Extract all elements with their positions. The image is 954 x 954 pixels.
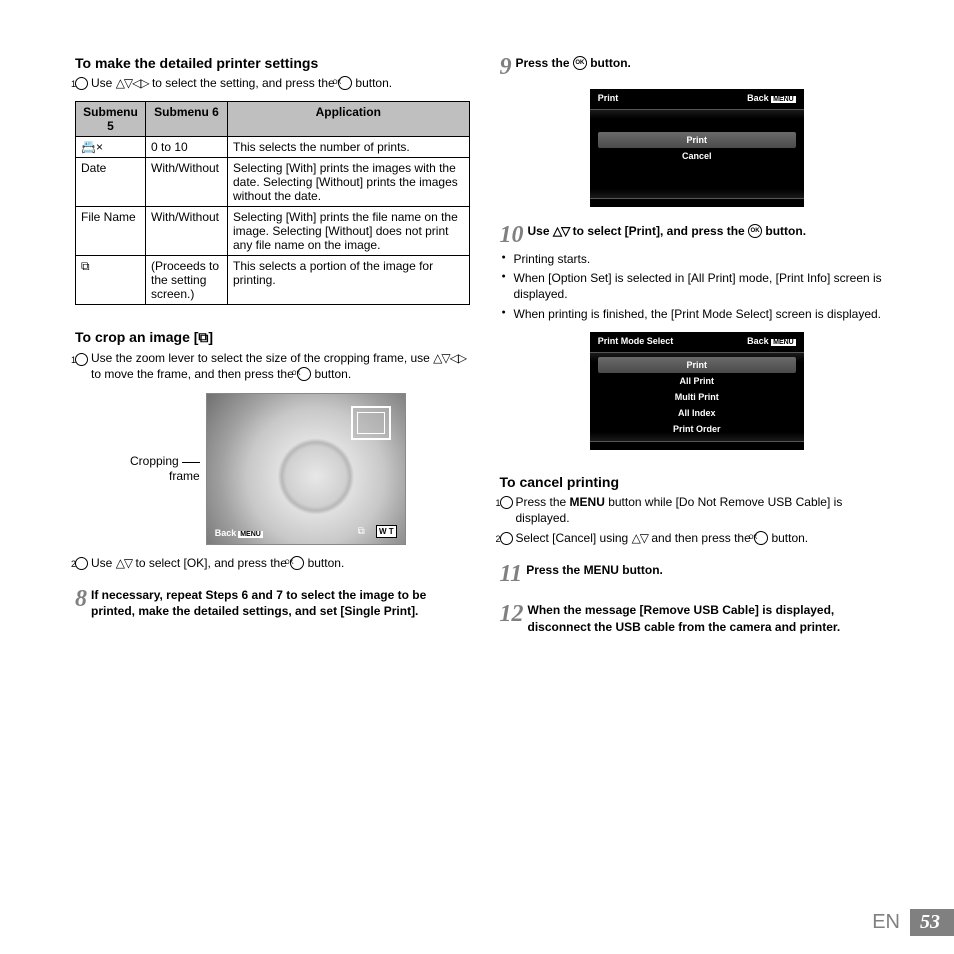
page-footer: EN 53 [872, 909, 954, 936]
step-12: 12 When the message [Remove USB Cable] i… [500, 602, 895, 634]
step-number-2: 2 [500, 532, 513, 545]
step-number-11: 11 [500, 562, 523, 586]
zoom-wt-icon: W T [376, 525, 397, 538]
step-10: 10 Use △▽ to select [Print], and press t… [500, 223, 895, 247]
cancel-step1: 1Press the MENU button while [Do Not Rem… [500, 494, 895, 526]
step-number-9: 9 [500, 55, 512, 79]
lcd-option: All Index [596, 405, 798, 421]
bullet-item: When printing is finished, the [Print Mo… [514, 306, 895, 322]
lcd-print-dialog: Print Back MENU Print Cancel [590, 89, 804, 207]
ok-button-icon: OK [290, 556, 304, 570]
table-row: ⧉ (Proceeds to the setting screen.) This… [76, 256, 470, 305]
lcd-option: All Print [596, 373, 798, 389]
crop-frame-label: Cropping frame [130, 454, 200, 483]
ok-button-icon: OK [338, 76, 352, 90]
menu-text: MENU [570, 495, 605, 509]
crop-step1: 1Use the zoom lever to select the size o… [75, 350, 470, 382]
lcd-back: Back MENU [747, 336, 796, 346]
menu-icon: MENU [771, 96, 796, 103]
printer-settings-step1: 1Use △▽◁▷ to select the setting, and pre… [75, 75, 470, 91]
step10-bullets: Printing starts. When [Option Set] is se… [500, 251, 895, 322]
table-row: 📇× 0 to 10 This selects the number of pr… [76, 137, 470, 158]
ok-button-icon: OK [297, 367, 311, 381]
menu-icon: MENU [771, 339, 796, 346]
th-submenu6: Submenu 6 [146, 102, 228, 137]
back-label: BackMENU [215, 528, 263, 538]
step-9: 9 Press the OK button. [500, 55, 895, 79]
heading-printer-settings: To make the detailed printer settings [75, 55, 470, 71]
menu-icon: MENU [238, 531, 263, 538]
bullet-item: When [Option Set] is selected in [All Pr… [514, 270, 895, 302]
updown-icon: △▽ [632, 531, 648, 545]
step-number-1: 1 [75, 353, 88, 366]
th-application: Application [228, 102, 470, 137]
menu-text: MENU [584, 563, 619, 577]
step-number-10: 10 [500, 223, 524, 247]
step-8: 8 If necessary, repeat Steps 6 and 7 to … [75, 587, 470, 619]
updown-icon: △▽ [116, 556, 132, 570]
lcd-option: Multi Print [596, 389, 798, 405]
bullet-item: Printing starts. [514, 251, 895, 267]
crop-step2: 2Use △▽ to select [OK], and press the OK… [75, 555, 470, 571]
heading-crop: To crop an image [⧉] [75, 329, 470, 346]
lcd-option-selected: Print [598, 357, 796, 373]
heading-cancel-printing: To cancel printing [500, 474, 895, 490]
lcd-title: Print [598, 93, 619, 103]
settings-table: Submenu 5 Submenu 6 Application 📇× 0 to … [75, 101, 470, 305]
ok-button-icon: OK [573, 56, 587, 70]
lcd-option: Print Order [596, 421, 798, 437]
crop-icon: ⧉ [358, 526, 365, 537]
th-submenu5: Submenu 5 [76, 102, 146, 137]
step-number-8: 8 [75, 587, 87, 611]
step-number-12: 12 [500, 602, 524, 626]
crop-preview: Cropping frame BackMENU ⧉ W T [130, 393, 470, 545]
lcd-option: Cancel [596, 148, 798, 164]
table-row: File Name With/Without Selecting [With] … [76, 207, 470, 256]
lcd-option-selected: Print [598, 132, 796, 148]
ok-button-icon: OK [748, 224, 762, 238]
preview-screen: BackMENU ⧉ W T [206, 393, 406, 545]
page-number: 53 [910, 909, 954, 936]
lcd-print-mode-select: Print Mode Select Back MENU Print All Pr… [590, 332, 804, 450]
step-number-2: 2 [75, 557, 88, 570]
dpad-icon: △▽◁▷ [116, 76, 149, 90]
crop-frame-icon [351, 406, 391, 440]
dpad-icon: △▽◁▷ [433, 351, 466, 365]
cancel-step2: 2Select [Cancel] using △▽ and then press… [500, 530, 895, 546]
lcd-title: Print Mode Select [598, 336, 674, 346]
table-row: Date With/Without Selecting [With] print… [76, 158, 470, 207]
step-number-1: 1 [75, 77, 88, 90]
lcd-back: Back MENU [747, 93, 796, 103]
updown-icon: △▽ [553, 224, 569, 238]
step-11: 11 Press the MENU button. [500, 562, 895, 586]
language-label: EN [872, 911, 900, 934]
step-number-1: 1 [500, 496, 513, 509]
ok-button-icon: OK [754, 531, 768, 545]
